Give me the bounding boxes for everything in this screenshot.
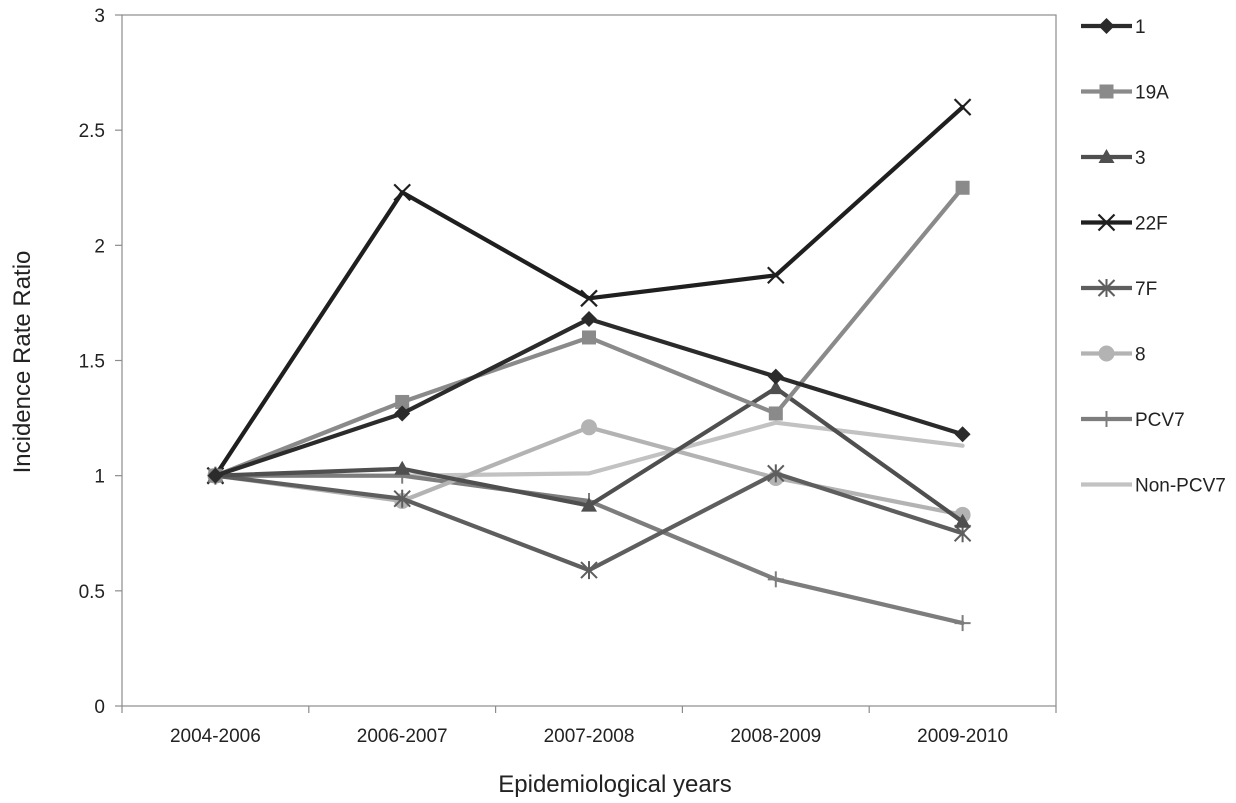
data-point-19a: [395, 394, 410, 409]
data-point-3: [954, 513, 971, 528]
data-point-pcv7: [767, 571, 784, 588]
data-point-19a: [955, 180, 970, 195]
legend-swatch-marker: [1098, 18, 1115, 34]
marker-stroke: [953, 98, 972, 116]
legend-swatch-marker: [1098, 149, 1115, 163]
y-tick-label: 3: [94, 6, 105, 27]
data-point-3: [767, 380, 784, 395]
x-tick-label: 2006-2007: [357, 726, 448, 747]
y-tick-label: 1.5: [79, 352, 105, 373]
legend-item-pcv7: PCV7: [1081, 410, 1185, 431]
data-point-7f: [580, 561, 598, 580]
data-point-1: [581, 311, 597, 328]
x-tick-label: 2009-2010: [917, 726, 1008, 747]
legend-label: 19A: [1135, 83, 1169, 104]
data-point-3: [581, 497, 597, 512]
marker-stroke: [767, 266, 785, 285]
data-point-1: [207, 467, 224, 484]
data-point-3: [394, 460, 411, 475]
data-point-7f: [393, 489, 411, 508]
legend-label: 22F: [1135, 214, 1168, 235]
x-tick-label: 2004-2006: [170, 726, 261, 747]
x-axis-title: Epidemiological years: [498, 771, 731, 798]
data-point-22f: [953, 98, 972, 116]
y-axis-title: Incidence Rate Ratio: [9, 251, 36, 474]
legend-label: 3: [1135, 148, 1146, 169]
legend-label: 7F: [1135, 279, 1157, 300]
y-tick-label: 0: [94, 697, 105, 718]
data-point-8: [581, 419, 597, 436]
x-axis: 2004-2006 2006-2007 2007-2008 2008-2009 2009…: [121, 706, 1057, 747]
legend-swatch-marker: [1098, 411, 1115, 427]
series-19a: [208, 180, 970, 483]
legend-label: Non-PCV7: [1135, 476, 1226, 497]
data-point-1: [767, 368, 784, 385]
data-point-1: [394, 405, 411, 422]
legend-label: 1: [1135, 17, 1146, 38]
data-point-22f: [580, 289, 598, 308]
data-point-pcv7: [954, 615, 971, 632]
marker-stroke: [393, 183, 411, 202]
legend-swatch-marker: [1098, 345, 1115, 362]
data-point-22f: [767, 266, 785, 285]
legend-item-7f: 7F: [1081, 279, 1157, 300]
legend-swatch-marker: [1097, 213, 1116, 232]
legend-label: PCV7: [1135, 410, 1185, 431]
data-point-1: [954, 426, 971, 443]
legend-item-3: 3: [1081, 148, 1146, 169]
x-tick-label: 2008-2009: [730, 726, 821, 747]
y-tick-label: 0.5: [79, 582, 105, 603]
series-layer: [206, 98, 972, 632]
y-tick-label: 1: [94, 467, 105, 488]
legend-swatch-marker: [1097, 279, 1116, 297]
y-tick-label: 2.5: [79, 121, 105, 142]
series-7f: [206, 464, 972, 580]
legend-item-non-pcv7: Non-PCV7: [1081, 476, 1226, 497]
y-tick-label: 2: [94, 236, 105, 257]
x-tick-label: 2007-2008: [544, 726, 635, 747]
data-point-19a: [582, 330, 596, 345]
marker-stroke: [1097, 213, 1116, 232]
data-point-7f: [767, 464, 785, 483]
legend: 1 19A 3 22F 7F 8 PCV7 Non-PCV7: [1081, 17, 1226, 497]
legend-item-19a: 19A: [1081, 83, 1169, 104]
series-1: [207, 311, 971, 484]
legend-item-22f: 22F: [1081, 214, 1168, 235]
legend-item-1: 1: [1081, 17, 1146, 38]
legend-item-8: 8: [1081, 345, 1146, 366]
data-point-22f: [393, 183, 411, 202]
y-axis: 0 0.5 1 1.5 2 2.5 3: [79, 6, 122, 718]
legend-label: 8: [1135, 345, 1146, 366]
marker-stroke: [580, 289, 598, 308]
legend-swatch-marker: [1099, 84, 1114, 99]
data-point-19a: [768, 406, 783, 421]
